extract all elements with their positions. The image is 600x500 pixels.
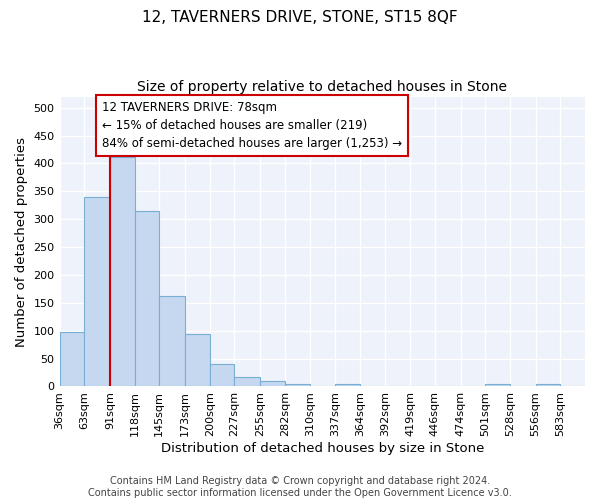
Title: Size of property relative to detached houses in Stone: Size of property relative to detached ho… <box>137 80 507 94</box>
Bar <box>536 384 560 386</box>
Text: 12, TAVERNERS DRIVE, STONE, ST15 8QF: 12, TAVERNERS DRIVE, STONE, ST15 8QF <box>142 10 458 25</box>
Bar <box>84 197 110 386</box>
Bar <box>485 384 510 386</box>
Bar <box>335 384 360 386</box>
Bar <box>185 334 209 386</box>
Text: Contains HM Land Registry data © Crown copyright and database right 2024.
Contai: Contains HM Land Registry data © Crown c… <box>88 476 512 498</box>
X-axis label: Distribution of detached houses by size in Stone: Distribution of detached houses by size … <box>161 442 484 455</box>
Bar <box>160 296 185 386</box>
Bar <box>260 381 285 386</box>
Bar <box>110 158 134 386</box>
Bar <box>209 364 235 386</box>
Bar <box>134 211 160 386</box>
Text: 12 TAVERNERS DRIVE: 78sqm
← 15% of detached houses are smaller (219)
84% of semi: 12 TAVERNERS DRIVE: 78sqm ← 15% of detac… <box>101 101 402 150</box>
Bar <box>59 332 84 386</box>
Bar <box>285 384 310 386</box>
Y-axis label: Number of detached properties: Number of detached properties <box>15 136 28 346</box>
Bar <box>235 377 260 386</box>
